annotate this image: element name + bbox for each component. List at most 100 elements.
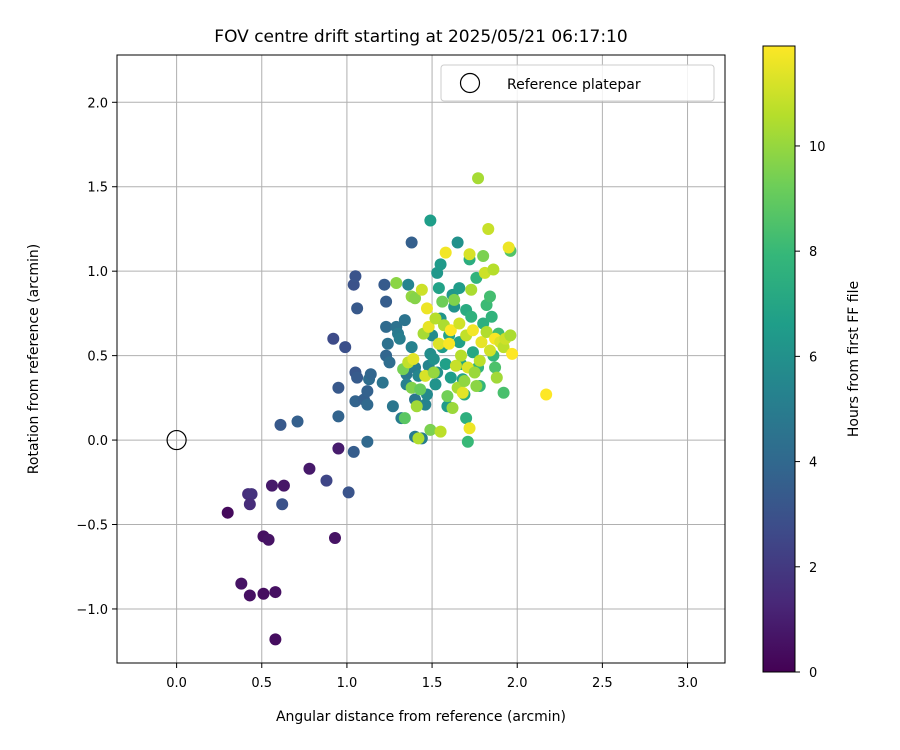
data-point — [410, 400, 423, 413]
data-point — [332, 410, 345, 423]
data-points — [221, 172, 553, 646]
plot-frame — [116, 54, 726, 664]
data-point — [455, 349, 468, 362]
x-tick-label: 0.0 — [166, 676, 187, 691]
data-point — [444, 371, 457, 384]
data-point — [449, 359, 462, 372]
data-point — [473, 354, 486, 367]
data-point — [456, 386, 469, 399]
data-point — [468, 366, 481, 379]
colorbar-tick-label: 0 — [809, 666, 817, 681]
data-point — [506, 347, 519, 360]
data-point — [398, 412, 411, 425]
data-point — [470, 380, 483, 393]
colorbar-label: Hours from first FF file — [846, 281, 862, 437]
data-point — [463, 248, 476, 261]
colorbar-gradient — [762, 45, 796, 673]
data-point — [412, 432, 425, 445]
y-tick-label: 0.5 — [87, 350, 108, 365]
x-tick-label: 0.5 — [251, 676, 272, 691]
y-tick-label: 0.0 — [87, 434, 108, 449]
colorbar-ticks: 0 2 4 6 8 10 — [795, 140, 826, 681]
data-point — [409, 292, 422, 305]
colorbar: 0 2 4 6 8 10 Hours from first FF file — [762, 45, 862, 681]
data-point — [221, 506, 234, 519]
data-point — [448, 293, 461, 306]
data-point — [422, 320, 435, 333]
data-point — [487, 263, 500, 276]
colorbar-tick-label: 6 — [809, 350, 817, 365]
data-point — [349, 270, 362, 283]
data-point — [466, 346, 479, 359]
data-point — [475, 336, 488, 349]
data-point — [390, 277, 403, 289]
data-point — [540, 388, 553, 401]
data-point — [405, 236, 418, 249]
reference-platepar-marker — [166, 429, 187, 451]
y-tick-label: 1.0 — [87, 265, 108, 280]
data-point — [451, 236, 464, 249]
data-point — [434, 258, 447, 271]
data-point — [265, 479, 278, 492]
data-point — [458, 374, 471, 387]
data-point — [483, 290, 496, 303]
data-point — [444, 324, 457, 337]
x-tick-label: 2.5 — [592, 676, 613, 691]
data-point — [342, 486, 355, 499]
data-point — [453, 317, 466, 330]
data-point — [489, 361, 502, 374]
data-point — [429, 312, 442, 325]
data-point — [257, 587, 270, 600]
x-tick-label: 3.0 — [677, 676, 698, 691]
colorbar-tick-label: 2 — [809, 561, 817, 576]
colorbar-tick-label: 10 — [809, 140, 826, 155]
data-point — [402, 278, 415, 291]
data-point — [480, 325, 493, 338]
data-point — [277, 479, 290, 492]
y-axis-ticks: −1.0 −0.5 0.0 0.5 1.0 1.5 2.0 — [76, 96, 117, 618]
data-point — [502, 241, 515, 254]
data-point — [364, 368, 377, 381]
data-point — [427, 353, 440, 365]
data-point — [262, 533, 275, 546]
data-point — [483, 344, 496, 357]
y-axis-label: Rotation from reference (arcmin) — [26, 244, 42, 474]
data-point — [424, 214, 437, 227]
data-point — [463, 422, 476, 435]
data-point — [380, 320, 393, 333]
data-point — [291, 415, 304, 428]
data-point — [472, 172, 485, 185]
data-point — [439, 358, 452, 371]
data-point — [386, 400, 399, 413]
data-point — [351, 371, 364, 384]
data-point — [339, 341, 352, 354]
y-tick-label: −0.5 — [76, 519, 108, 534]
data-point — [415, 283, 428, 296]
colorbar-tick-label: 8 — [809, 245, 817, 260]
data-point — [274, 418, 287, 431]
chart-title: FOV centre drift starting at 2025/05/21 … — [214, 27, 627, 47]
y-tick-label: 1.5 — [87, 181, 108, 196]
data-point — [439, 246, 452, 259]
data-point — [465, 310, 478, 323]
data-point — [443, 337, 456, 350]
data-point — [303, 462, 316, 475]
data-point — [420, 302, 433, 315]
x-tick-label: 1.5 — [422, 676, 443, 691]
data-point — [460, 412, 473, 425]
data-point — [441, 390, 454, 403]
data-point — [482, 222, 495, 235]
data-point — [504, 329, 517, 342]
data-point — [383, 356, 396, 369]
y-tick-label: −1.0 — [76, 603, 108, 618]
data-point — [427, 366, 440, 379]
data-point — [485, 310, 498, 323]
data-point — [269, 633, 282, 646]
data-point — [393, 332, 406, 345]
legend-open-circle-marker — [459, 72, 481, 94]
data-point — [398, 314, 411, 327]
data-point — [320, 474, 333, 487]
data-point — [332, 381, 345, 394]
data-point — [327, 332, 340, 345]
data-point — [243, 589, 256, 602]
